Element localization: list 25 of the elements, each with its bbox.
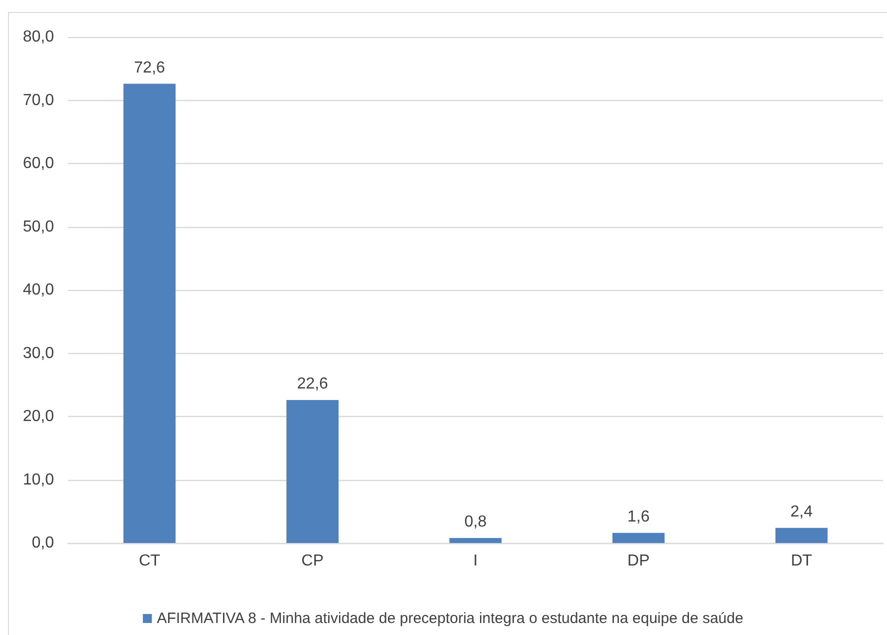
data-label: 1,6 xyxy=(627,508,650,526)
y-tick-label: 70,0 xyxy=(22,92,54,109)
x-tick-label: CT xyxy=(138,552,160,570)
legend-label: AFIRMATIVA 8 - Minha atividade de preceptoria integra o estudante na equipe de saúde xyxy=(156,610,744,627)
data-label: 72,6 xyxy=(134,59,166,76)
x-tick-label: DP xyxy=(627,552,650,570)
y-tick-label: 40,0 xyxy=(22,282,54,298)
bar xyxy=(775,528,828,543)
bar xyxy=(123,84,176,543)
x-tick-label: I xyxy=(473,552,478,570)
y-tick-label: 10,0 xyxy=(22,471,54,488)
data-label: 0,8 xyxy=(464,513,487,530)
y-tick-label: 60,0 xyxy=(22,155,54,172)
x-tick-label: CP xyxy=(301,552,324,570)
bar xyxy=(449,538,502,543)
x-tick-label: DT xyxy=(790,552,812,570)
bar xyxy=(612,532,665,543)
y-tick-label: 80,0 xyxy=(22,28,54,46)
y-tick-label: 50,0 xyxy=(22,218,54,236)
data-label: 2,4 xyxy=(790,503,813,520)
y-tick-label: 0,0 xyxy=(32,534,54,552)
bar xyxy=(286,400,339,543)
y-tick-label: 20,0 xyxy=(22,408,54,425)
y-tick-label: 30,0 xyxy=(22,344,54,362)
data-label: 22,6 xyxy=(296,376,328,393)
